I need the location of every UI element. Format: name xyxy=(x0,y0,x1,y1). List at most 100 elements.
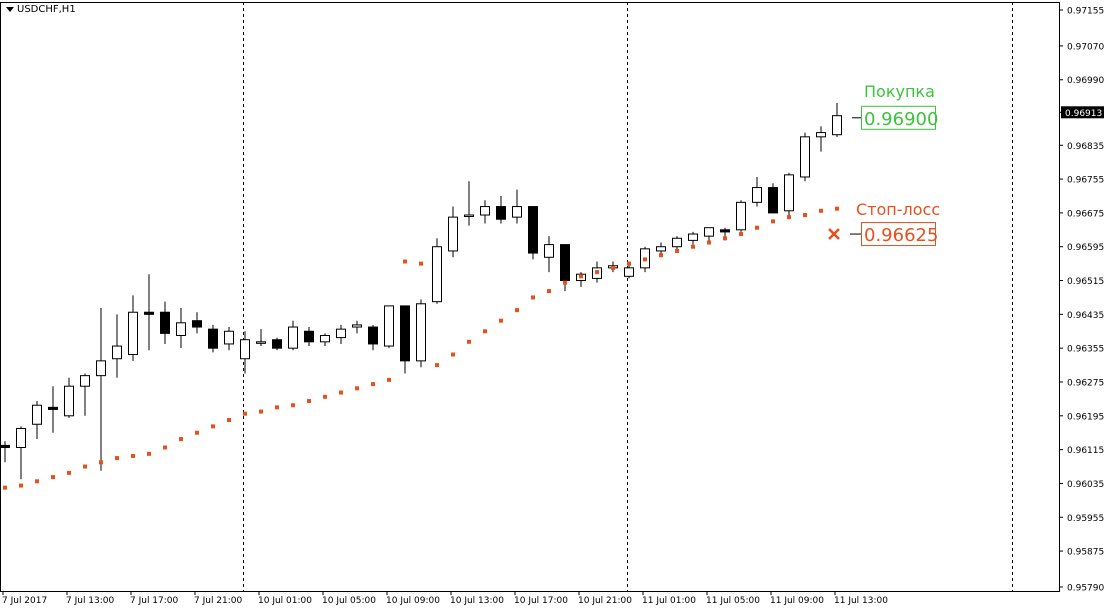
candle-down[interactable] xyxy=(528,206,538,254)
y-tick-label: 0.96195 xyxy=(1067,412,1104,422)
candle-up[interactable] xyxy=(96,360,106,377)
buy-price: 0.96900 xyxy=(864,109,938,130)
candle-up[interactable] xyxy=(672,237,682,248)
candle-down[interactable] xyxy=(48,406,58,410)
x-tick-label: 11 Jul 13:00 xyxy=(834,596,888,606)
sar-dot xyxy=(435,363,439,368)
candle-up[interactable] xyxy=(544,244,554,258)
candle-down[interactable] xyxy=(208,328,218,349)
candle-up[interactable] xyxy=(32,404,42,425)
candle-down[interactable] xyxy=(304,330,314,343)
sar-dot xyxy=(275,405,279,410)
sar-dot xyxy=(131,453,135,458)
candle-up[interactable] xyxy=(128,311,138,356)
candle-up[interactable] xyxy=(64,385,74,417)
candle-up[interactable] xyxy=(832,115,842,136)
sar-dot xyxy=(51,475,55,480)
stop-price-box[interactable] xyxy=(861,222,936,247)
symbol-title[interactable]: USDCHF,H1 xyxy=(6,4,76,15)
candle-down[interactable] xyxy=(368,326,378,345)
sar-dot xyxy=(403,259,407,264)
candle-down[interactable] xyxy=(400,305,410,362)
candle-up[interactable] xyxy=(112,345,122,360)
x-tick-label: 10 Jul 13:00 xyxy=(450,596,504,606)
candle-down[interactable] xyxy=(192,320,202,328)
candle-up[interactable] xyxy=(384,305,394,347)
candle-up[interactable] xyxy=(320,334,330,343)
candle-up[interactable] xyxy=(480,206,490,216)
candle-up[interactable] xyxy=(336,328,346,339)
y-tick-label: 0.96835 xyxy=(1067,142,1104,152)
candle-down[interactable] xyxy=(560,244,570,282)
candle-down[interactable] xyxy=(720,229,730,233)
x-tick-label: 10 Jul 01:00 xyxy=(258,596,312,606)
y-tick-label: 0.96755 xyxy=(1067,176,1104,186)
sar-dot xyxy=(563,280,567,285)
x-tick-label: 11 Jul 05:00 xyxy=(706,596,760,606)
sar-dot xyxy=(291,403,295,408)
candle-up[interactable] xyxy=(688,233,698,241)
sar-dot xyxy=(243,411,247,416)
candle-up[interactable] xyxy=(16,427,26,449)
candle-down[interactable] xyxy=(0,444,10,449)
x-tick-label: 11 Jul 09:00 xyxy=(770,596,824,606)
sar-dot xyxy=(611,265,615,270)
candle-up[interactable] xyxy=(464,214,474,218)
candle-up[interactable] xyxy=(624,267,634,277)
y-tick-label: 0.96515 xyxy=(1067,277,1104,287)
sar-dot xyxy=(627,261,631,266)
candle-up[interactable] xyxy=(752,187,762,203)
candle-up[interactable] xyxy=(288,326,298,349)
x-tick-label: 7 Jul 13:00 xyxy=(66,596,115,606)
sar-dot xyxy=(227,418,231,423)
sar-dot xyxy=(515,308,519,313)
sar-dot xyxy=(211,424,215,429)
y-tick-label: 0.97070 xyxy=(1067,42,1104,52)
sar-dot xyxy=(147,451,151,456)
candle-down[interactable] xyxy=(768,187,778,214)
y-tick-label: 0.96595 xyxy=(1067,243,1104,253)
y-tick-label: 0.96275 xyxy=(1067,378,1104,388)
candle-up[interactable] xyxy=(816,132,826,138)
sar-dot xyxy=(835,206,839,211)
candle-down[interactable] xyxy=(160,311,170,334)
sar-dot xyxy=(803,213,807,218)
candle-up[interactable] xyxy=(256,341,266,344)
buy-price-box[interactable] xyxy=(861,105,936,130)
y-tick-label: 0.96035 xyxy=(1067,480,1104,490)
candle-down[interactable] xyxy=(272,339,282,349)
candle-up[interactable] xyxy=(704,227,714,237)
sar-dot xyxy=(467,339,471,344)
sar-dot xyxy=(99,460,103,465)
candle-down[interactable] xyxy=(144,311,154,315)
candle-up[interactable] xyxy=(80,375,90,387)
candle-up[interactable] xyxy=(800,136,810,178)
x-tick-label: 7 Jul 17:00 xyxy=(130,596,179,606)
x-tick-label: 7 Jul 21:00 xyxy=(194,596,243,606)
candle-up[interactable] xyxy=(224,330,234,345)
candle-up[interactable] xyxy=(176,322,186,336)
candle-up[interactable] xyxy=(784,174,794,212)
candle-up[interactable] xyxy=(352,324,362,328)
stop-loss-label: Стоп-лосс xyxy=(856,200,940,219)
y-tick-label: 0.97155 xyxy=(1067,7,1104,17)
sar-dot xyxy=(323,394,327,399)
dropdown-triangle-icon[interactable] xyxy=(6,7,14,12)
candle-up[interactable] xyxy=(512,206,522,218)
candle-up[interactable] xyxy=(432,246,442,303)
candle-up[interactable] xyxy=(448,216,458,252)
sar-dot xyxy=(307,399,311,404)
sar-dot xyxy=(819,208,823,213)
sar-dot xyxy=(643,257,647,262)
candle-down[interactable] xyxy=(496,206,506,220)
candle-up[interactable] xyxy=(656,246,666,252)
candle-up[interactable] xyxy=(416,303,426,362)
candle-up[interactable] xyxy=(240,339,250,360)
sar-dot xyxy=(259,409,263,414)
sar-dot xyxy=(163,445,167,450)
candle-up[interactable] xyxy=(736,201,746,231)
sar-dot xyxy=(195,430,199,435)
y-tick-label: 0.96435 xyxy=(1067,311,1104,321)
x-tick-label: 10 Jul 17:00 xyxy=(514,596,568,606)
